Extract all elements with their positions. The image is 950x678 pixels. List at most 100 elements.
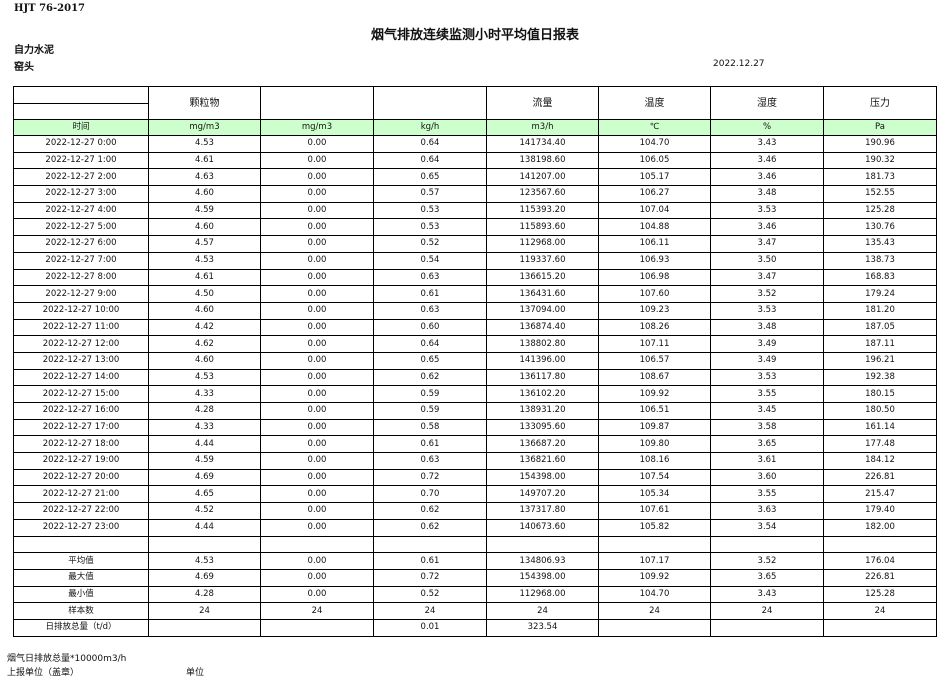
- table-cell: 109.87: [598, 418, 711, 437]
- table-cell: 0.64: [373, 135, 487, 153]
- table-cell: 226.81: [823, 568, 937, 587]
- table-cell: 0.00: [260, 135, 374, 153]
- table-row: 2022-12-27 9:00 4.50 0.00 0.61 136431.60 107.…: [13, 285, 937, 303]
- reporter-label: 上报单位（盖章）: [7, 668, 80, 678]
- table-cell: 0.65: [373, 351, 487, 370]
- table-cell: 4.53: [148, 552, 261, 570]
- table-cell: 141207.00: [486, 168, 599, 187]
- table-cell: 190.96: [823, 135, 937, 153]
- table-cell: 4.65: [148, 485, 261, 504]
- table-cell: 4.53: [148, 368, 261, 387]
- table-cell: 0.00: [260, 385, 374, 403]
- table-cell: 2022-12-27 14:00: [13, 368, 149, 387]
- table-cell: 4.63: [148, 168, 261, 187]
- table-cell: 3.53: [710, 301, 824, 320]
- table-cell: [148, 618, 261, 637]
- table-row: 2022-12-27 8:00 4.61 0.00 0.63 136615.20 106.…: [13, 268, 937, 287]
- table-cell: 2022-12-27 3:00: [13, 185, 149, 203]
- table-cell: 180.15: [823, 385, 937, 403]
- unit-cell: Pa: [823, 119, 937, 136]
- table-cell: 2022-12-27 16:00: [13, 402, 149, 420]
- table-row: 2022-12-27 6:00 4.57 0.00 0.52 112968.00 106.…: [13, 235, 937, 253]
- table-cell: 最大值: [13, 568, 149, 587]
- table-cell: 215.47: [823, 485, 937, 504]
- table-cell: 4.59: [148, 452, 261, 470]
- table-cell: 109.23: [598, 301, 711, 320]
- table-row: 2022-12-27 3:00 4.60 0.00 0.57 123567.60 106.…: [13, 185, 937, 203]
- table-cell: 0.00: [260, 335, 374, 353]
- table-cell: 0.00: [260, 402, 374, 420]
- table-cell: 0.59: [373, 385, 487, 403]
- table-cell: 0.00: [260, 485, 374, 504]
- table-row: 2022-12-27 19:00 4.59 0.00 0.63 136821.60 108…: [13, 452, 937, 470]
- table-cell: 2022-12-27 19:00: [13, 452, 149, 470]
- table-cell: 4.69: [148, 468, 261, 487]
- table-cell: [486, 535, 599, 554]
- table-cell: 2022-12-27 1:00: [13, 151, 149, 170]
- table-cell: 184.12: [823, 452, 937, 470]
- table-cell: 109.92: [598, 568, 711, 587]
- table-cell: 0.01: [373, 618, 487, 637]
- table-cell: 168.83: [823, 268, 937, 287]
- table-cell: 106.05: [598, 151, 711, 170]
- table-cell: 2022-12-27 15:00: [13, 385, 149, 403]
- table-cell: 3.52: [710, 285, 824, 303]
- table-cell: 104.88: [598, 218, 711, 237]
- table-cell: 108.16: [598, 452, 711, 470]
- header-cell: 流量: [486, 86, 599, 120]
- table-cell: 0.61: [373, 285, 487, 303]
- table-cell: 190.32: [823, 151, 937, 170]
- table-cell: 4.53: [148, 251, 261, 270]
- table-cell: 4.57: [148, 235, 261, 253]
- table-cell: 3.47: [710, 235, 824, 253]
- footer-note: 烟气日排放总量*10000m3/h: [7, 654, 127, 664]
- table-row: 2022-12-27 5:00 4.60 0.00 0.53 115893.60 104.…: [13, 218, 937, 237]
- table-cell: 0.00: [260, 452, 374, 470]
- table-cell: 176.04: [823, 552, 937, 570]
- table-cell: 2022-12-27 20:00: [13, 468, 149, 487]
- table-cell: 3.47: [710, 268, 824, 287]
- table-cell: 107.60: [598, 285, 711, 303]
- table-cell: 2022-12-27 11:00: [13, 318, 149, 337]
- table-cell: 4.62: [148, 335, 261, 353]
- table-cell: 3.53: [710, 368, 824, 387]
- table-cell: 107.54: [598, 468, 711, 487]
- table-cell: 0.65: [373, 168, 487, 187]
- table-cell: 136874.40: [486, 318, 599, 337]
- table-cell: 112968.00: [486, 235, 599, 253]
- table-row: 2022-12-27 11:00 4.42 0.00 0.60 136874.40 108…: [13, 318, 937, 337]
- table-cell: 181.20: [823, 301, 937, 320]
- table-cell: 323.54: [486, 618, 599, 637]
- site-name: 窑头: [14, 62, 34, 73]
- table-cell: 3.48: [710, 185, 824, 203]
- table-cell: 0.72: [373, 468, 487, 487]
- unit-label: 单位: [186, 668, 205, 678]
- header-cell: 颗粒物: [148, 86, 261, 120]
- table-cell: 136615.20: [486, 268, 599, 287]
- table-cell: 2022-12-27 8:00: [13, 268, 149, 287]
- table-cell: 24: [373, 602, 487, 620]
- table-cell: [260, 535, 374, 554]
- table-cell: 4.60: [148, 351, 261, 370]
- table-cell: 161.14: [823, 418, 937, 437]
- table-cell: 177.48: [823, 435, 937, 454]
- table-cell: 104.70: [598, 135, 711, 153]
- table-row: 2022-12-27 20:00 4.69 0.00 0.72 154398.00 107…: [13, 468, 937, 487]
- table-cell: 192.38: [823, 368, 937, 387]
- units-row: 时间 mg/m3 mg/m3 kg/h m3/h ℃ % Pa: [13, 119, 937, 136]
- table-cell: 0.63: [373, 452, 487, 470]
- table-cell: 137094.00: [486, 301, 599, 320]
- unit-cell: ℃: [598, 119, 711, 136]
- table-cell: 149707.20: [486, 485, 599, 504]
- report-table: 颗粒物 流量 温度 湿度 压力 时间 mg/m3 mg/m3 kg/h m3/h…: [13, 86, 937, 637]
- table-cell: 138931.20: [486, 402, 599, 420]
- table-cell: 154398.00: [486, 568, 599, 587]
- header-cell: 湿度: [710, 86, 824, 120]
- table-cell: 0.64: [373, 335, 487, 353]
- table-row: 2022-12-27 15:00 4.33 0.00 0.59 136102.20 109…: [13, 385, 937, 403]
- table-cell: 3.54: [710, 518, 824, 537]
- table-cell: 182.00: [823, 518, 937, 537]
- table-cell: [13, 535, 149, 554]
- table-cell: 125.28: [823, 585, 937, 604]
- table-cell: 140673.60: [486, 518, 599, 537]
